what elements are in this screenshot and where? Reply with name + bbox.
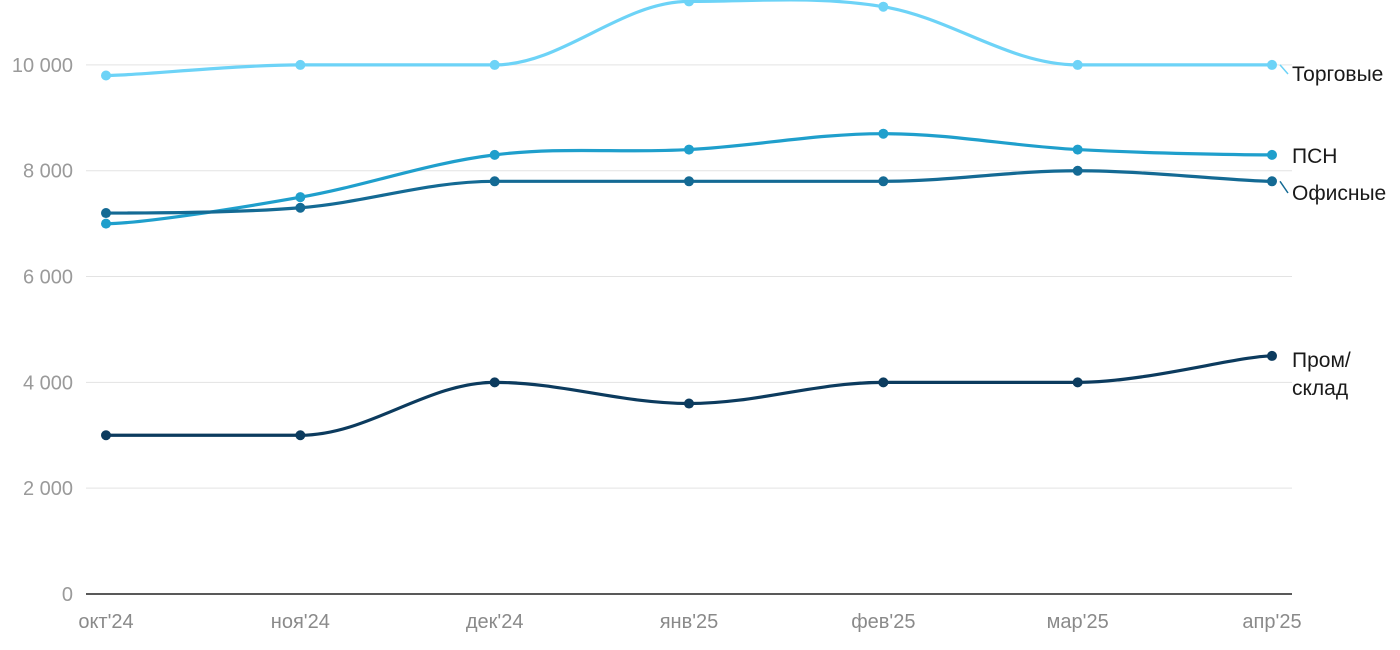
y-tick-label: 4 000	[23, 372, 73, 394]
y-tick-label: 10 000	[12, 55, 73, 77]
data-point-пром-склад	[295, 430, 306, 441]
data-point-офисные	[295, 202, 306, 213]
series-labels: Торговые ПСН Офисные Пром/склад	[1279, 63, 1386, 400]
data-point-псн	[295, 192, 306, 203]
series-label-офисные: Офисные	[1292, 182, 1386, 205]
data-point-пром-склад	[489, 377, 500, 388]
x-tick-label: мар'25	[1047, 611, 1109, 633]
data-point-пром-склад	[1267, 350, 1277, 361]
data-point-офисные	[878, 176, 889, 187]
data-point-офисные	[101, 208, 111, 219]
y-tick-label: 6 000	[23, 267, 73, 289]
data-point-псн	[1072, 144, 1083, 155]
data-point-офисные	[1072, 165, 1083, 176]
x-tick-label: фев'25	[851, 611, 915, 633]
series-line-пром-склад	[104, 354, 1274, 437]
series-офисные	[101, 165, 1277, 219]
data-point-торговые	[684, 0, 694, 7]
data-point-пром-склад	[684, 398, 694, 409]
data-point-торговые	[295, 59, 306, 70]
series-пром-склад	[101, 350, 1277, 441]
data-point-псн	[684, 144, 694, 155]
series-торговые	[101, 0, 1277, 81]
data-point-псн	[101, 218, 111, 229]
data-point-офисные	[1267, 176, 1277, 187]
series-псн	[101, 128, 1277, 229]
data-point-торговые	[878, 1, 889, 12]
data-point-офисные	[684, 176, 694, 187]
label-leader-торговые	[1279, 64, 1289, 75]
data-point-псн	[878, 128, 889, 139]
series-label-псн: ПСН	[1292, 145, 1337, 168]
series-label-торговые: Торговые	[1292, 63, 1383, 86]
data-point-офисные	[489, 176, 500, 187]
data-point-псн	[489, 149, 500, 160]
data-point-торговые	[101, 70, 111, 81]
data-point-псн	[1267, 149, 1277, 160]
x-tick-label: ноя'24	[271, 611, 330, 633]
series-label-пром-склад: Пром/склад	[1292, 349, 1351, 400]
data-point-пром-склад	[878, 377, 889, 388]
data-point-пром-склад	[101, 430, 111, 441]
gridlines	[86, 64, 1292, 489]
x-tick-label: янв'25	[660, 611, 719, 633]
x-tick-label: дек'24	[466, 611, 524, 633]
data-point-торговые	[1267, 59, 1277, 70]
data-point-торговые	[489, 59, 500, 70]
y-tick-label: 2 000	[23, 478, 73, 500]
x-tick-label: окт'24	[78, 611, 133, 633]
label-leader-офисные	[1279, 180, 1289, 194]
y-tick-label: 0	[62, 584, 73, 606]
data-point-пром-склад	[1072, 377, 1083, 388]
x-tick-label: апр'25	[1242, 611, 1301, 633]
y-tick-label: 8 000	[23, 161, 73, 183]
axes: 0 2 000 4 000 6 000 8 000 10 000 окт'24 ноя'24 д…	[12, 55, 1302, 633]
data-point-торговые	[1072, 59, 1083, 70]
series-line-торговые	[104, 0, 1274, 78]
series-lines	[101, 0, 1277, 441]
